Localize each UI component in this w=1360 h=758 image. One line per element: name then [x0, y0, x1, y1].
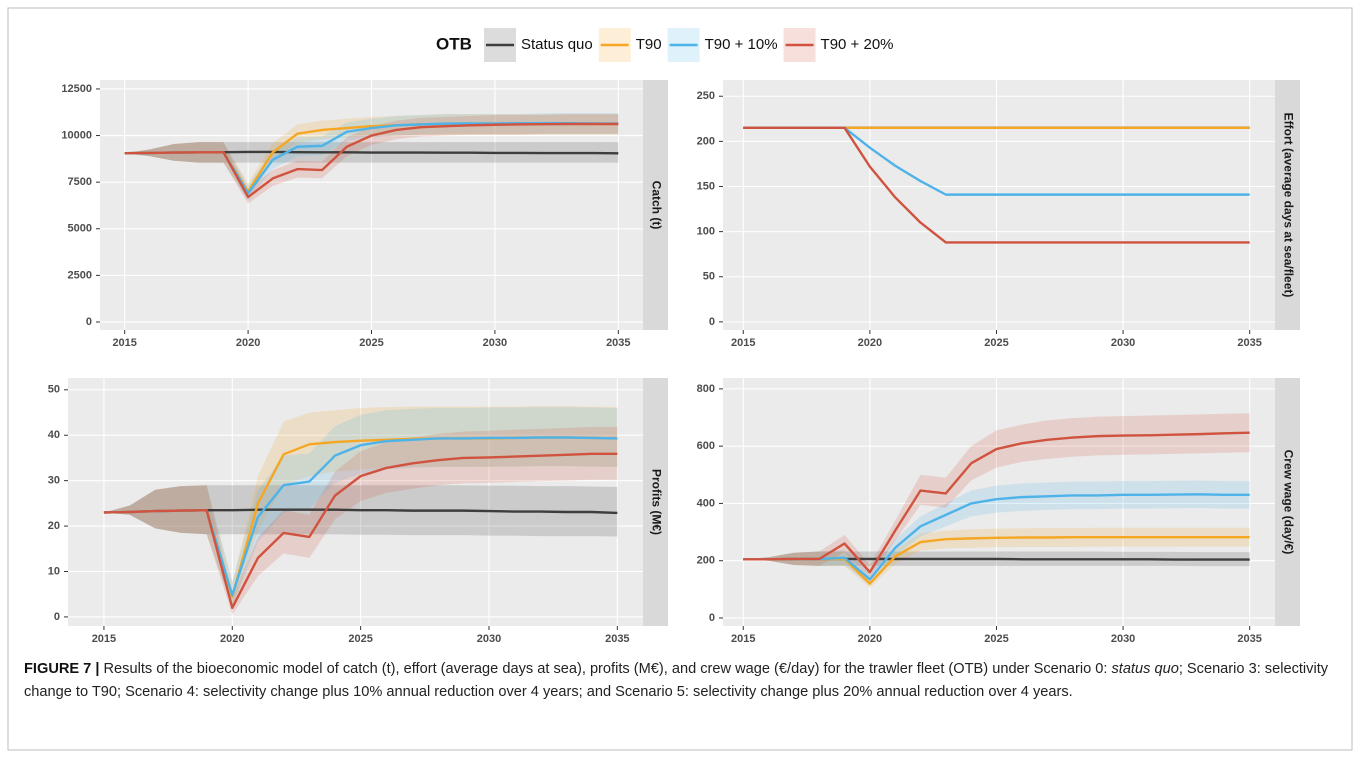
y-tick-label: 20 [48, 520, 60, 532]
y-tick-label: 250 [697, 90, 715, 102]
x-tick-label: 2035 [605, 633, 629, 645]
x-tick-label: 2020 [858, 633, 882, 645]
facet-label: Crew wage (day/€) [1281, 450, 1295, 555]
y-tick-label: 150 [697, 180, 715, 192]
y-tick-label: 0 [86, 316, 92, 328]
plot-background [68, 378, 643, 626]
y-tick-label: 800 [697, 383, 715, 395]
x-tick-label: 2030 [1111, 337, 1135, 349]
confidence-band [743, 527, 1250, 588]
confidence-band [743, 413, 1250, 578]
y-tick-label: 0 [54, 611, 60, 623]
x-tick-label: 2035 [606, 337, 630, 349]
y-tick-label: 7500 [68, 176, 92, 188]
caption: FIGURE 7 | Results of the bioeconomic mo… [24, 658, 1340, 704]
x-tick-label: 2020 [236, 337, 260, 349]
plot-background [723, 80, 1275, 330]
x-tick-label: 2025 [984, 633, 1008, 645]
series-line [124, 122, 619, 199]
x-tick-label: 2035 [1237, 337, 1261, 349]
caption-text: Results of the bioeconomic model of catc… [103, 661, 1112, 677]
x-tick-label: 2025 [359, 337, 383, 349]
y-tick-label: 50 [703, 271, 715, 283]
facet-strip [643, 80, 668, 330]
x-tick-label: 2030 [483, 337, 507, 349]
x-tick-label: 2015 [731, 337, 755, 349]
x-tick-label: 2030 [1111, 633, 1135, 645]
facet-strip [643, 378, 668, 626]
facet-strip [1275, 378, 1300, 626]
y-tick-label: 0 [709, 612, 715, 624]
y-tick-label: 40 [48, 429, 60, 441]
x-tick-label: 2025 [984, 337, 1008, 349]
facet-label: Profits (M€) [649, 469, 663, 535]
legend-title: OTB [436, 34, 472, 53]
y-tick-label: 100 [697, 226, 715, 238]
caption-text: ; Scenario 3: selectivity change to T90;… [24, 661, 1329, 700]
caption-label: FIGURE 7 | [24, 661, 100, 677]
series-line [743, 431, 1250, 574]
y-tick-label: 600 [697, 440, 715, 452]
legend-label: Status quo [521, 36, 593, 53]
y-tick-label: 5000 [68, 223, 92, 235]
y-tick-label: 400 [697, 497, 715, 509]
facet-label: Catch (t) [649, 181, 663, 230]
x-tick-label: 2020 [220, 633, 244, 645]
plot-background [723, 378, 1275, 626]
facet-label: Effort (average days at sea/fleet) [1281, 113, 1295, 298]
legend-label: T90 [636, 36, 662, 53]
y-tick-label: 200 [697, 555, 715, 567]
x-tick-label: 2015 [112, 337, 136, 349]
x-tick-label: 2020 [858, 337, 882, 349]
x-tick-label: 2025 [348, 633, 372, 645]
x-tick-label: 2015 [731, 633, 755, 645]
x-tick-label: 2030 [477, 633, 501, 645]
y-tick-label: 30 [48, 475, 60, 487]
x-tick-label: 2035 [1237, 633, 1261, 645]
facet-strip [1275, 80, 1300, 330]
y-tick-label: 0 [709, 316, 715, 328]
legend-label: T90 + 10% [705, 36, 778, 53]
series-line [103, 452, 618, 610]
x-tick-label: 2015 [92, 633, 116, 645]
legend-label: T90 + 20% [821, 36, 894, 53]
confidence-band [743, 480, 1250, 586]
confidence-band [103, 427, 618, 615]
series-line [743, 493, 1250, 581]
confidence-band [124, 113, 619, 201]
y-tick-label: 10000 [61, 129, 92, 141]
y-tick-label: 12500 [61, 83, 92, 95]
caption-italic: status quo [1111, 661, 1179, 677]
y-tick-label: 2500 [68, 269, 92, 281]
frame [7, 7, 1353, 751]
y-tick-label: 50 [48, 384, 60, 396]
y-tick-label: 10 [48, 565, 60, 577]
series-line [743, 126, 1250, 244]
y-tick-label: 200 [697, 135, 715, 147]
